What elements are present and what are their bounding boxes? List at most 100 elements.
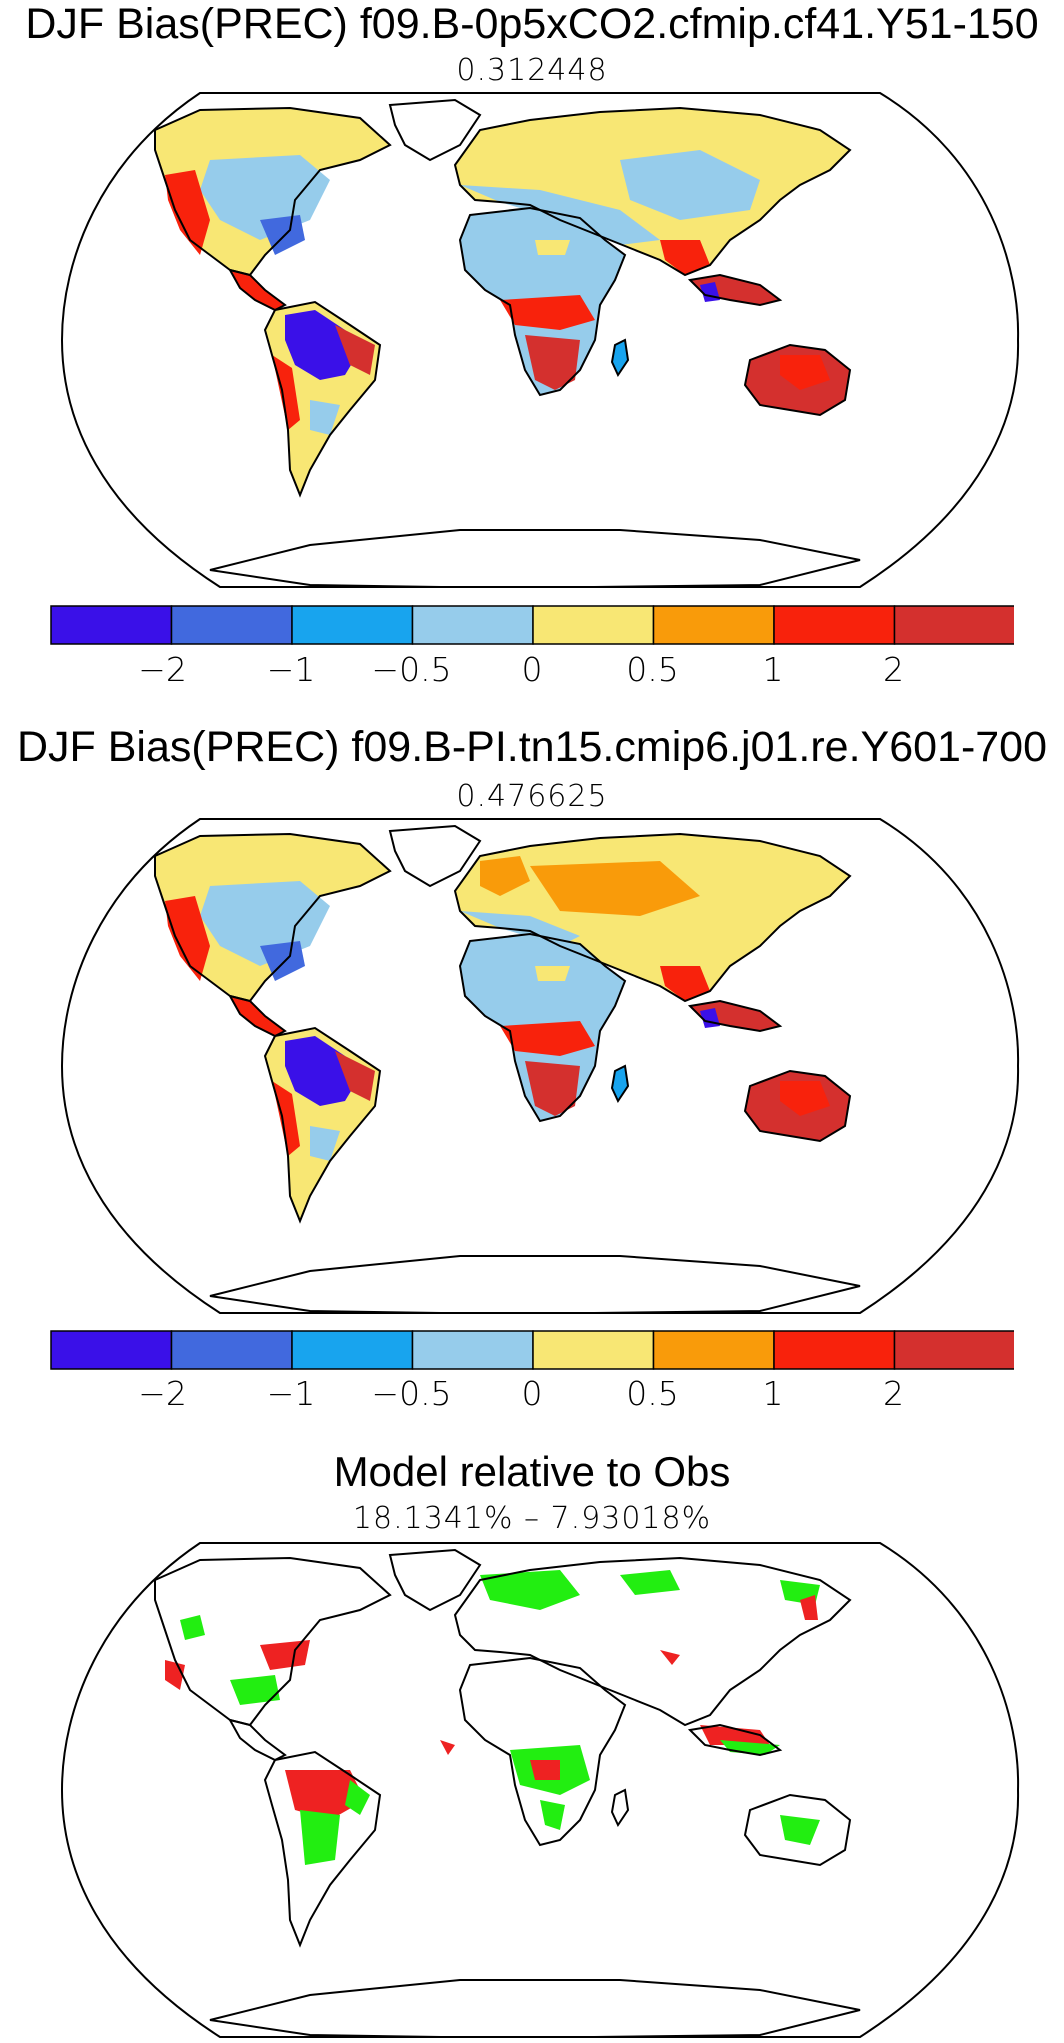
map-region	[260, 941, 305, 981]
map-region	[660, 966, 710, 1001]
coastlines	[154, 824, 861, 1313]
coastline-northAmerica	[154, 832, 392, 1003]
map-region	[535, 240, 570, 255]
colorbar-segment	[291, 605, 414, 645]
world-map	[60, 92, 1020, 588]
colorbar-tick-label: −1	[266, 650, 316, 689]
colorbar-segment	[50, 605, 173, 645]
coastline-seAsia	[687, 1723, 783, 1757]
coastline-southAmerica	[263, 300, 382, 498]
map-region	[612, 1066, 628, 1101]
colorbar-tick-label: 2	[883, 650, 904, 689]
map-region	[300, 1810, 340, 1865]
map-region	[525, 1061, 580, 1116]
map-region	[390, 100, 480, 160]
coastline-northAmerica	[154, 1556, 392, 1727]
colorbar-segment	[411, 605, 534, 645]
colorbar-tick-label: −2	[138, 1374, 187, 1413]
map-region	[345, 1780, 370, 1815]
map-region	[500, 1021, 595, 1056]
coastline-centralAmerica	[228, 1718, 287, 1762]
map-region	[530, 1760, 560, 1780]
map-region	[180, 1615, 205, 1640]
map-region	[272, 355, 300, 430]
map-region	[285, 310, 360, 380]
map-fill	[155, 826, 850, 1221]
panel-subtitle: 18.1341% – 7.93018%	[352, 1501, 712, 1536]
coastline-madagascar	[610, 1064, 630, 1104]
colorbar-segment	[170, 1330, 293, 1370]
coastline-africa	[458, 206, 627, 397]
map-region	[230, 1675, 280, 1705]
coastline-australia	[743, 1793, 852, 1867]
coastline-africa	[458, 1656, 627, 1847]
map-region	[780, 1081, 830, 1116]
coastline-europeAsia	[453, 106, 852, 277]
panel-title: DJF Bias(PREC) f09.B-PI.tn15.cmip6.j01.r…	[16, 723, 1048, 771]
coastline-antarctica	[209, 529, 861, 587]
globe-border	[60, 818, 1020, 1314]
coastline-madagascar	[610, 338, 630, 378]
map-region	[620, 1570, 680, 1595]
colorbar-segment	[773, 1330, 896, 1370]
coastline-centralAmerica	[228, 994, 287, 1038]
map-region	[540, 1800, 565, 1830]
colorbar-tick-labels: −2 −1 −0.5 0 0.5 1 2	[0, 1374, 1064, 1418]
map-region	[480, 1570, 580, 1610]
map-region	[700, 1725, 770, 1745]
coastline-greenland	[388, 824, 482, 888]
colorbar	[50, 605, 1014, 645]
coastline-seAsia	[687, 273, 783, 307]
map-region	[800, 1595, 818, 1620]
map-region	[285, 1770, 365, 1820]
coastline-centralAmerica	[228, 268, 287, 312]
map-region	[310, 400, 340, 435]
colorbar-segment	[652, 605, 775, 645]
colorbar-tick-label: −0.5	[371, 1374, 452, 1413]
colorbar-segment	[50, 1330, 173, 1370]
map-region	[335, 1051, 375, 1101]
colorbar-segment	[893, 1330, 1014, 1370]
coastline-africa	[458, 932, 627, 1123]
map-region	[530, 861, 700, 916]
colorbar-segment	[773, 605, 896, 645]
world-map	[60, 1542, 1020, 2038]
coastline-antarctica	[209, 1255, 861, 1313]
map-region	[500, 295, 595, 330]
map-region	[780, 1815, 820, 1845]
colorbar-segment	[170, 605, 293, 645]
coastline-seAsia	[687, 999, 783, 1033]
colorbar-tick-label: 1	[762, 1374, 784, 1413]
colorbar-tick-label: −0.5	[371, 650, 452, 689]
coastlines	[154, 98, 861, 587]
map-region	[165, 896, 210, 981]
colorbar-tick-label: −2	[138, 650, 187, 689]
coastline-australia	[743, 1069, 852, 1143]
colorbar-tick-label: 0.5	[626, 1374, 679, 1413]
panel-subtitle: 0.476625	[456, 779, 608, 814]
coastline-antarctica	[209, 1979, 861, 2037]
map-region	[285, 1036, 360, 1106]
coastline-northAmerica	[154, 106, 392, 277]
map-region	[620, 150, 760, 220]
map-region	[440, 1740, 455, 1755]
colorbar-segment	[411, 1330, 534, 1370]
map-region	[660, 240, 710, 275]
colorbar-tick-label: 2	[883, 1374, 904, 1413]
map-region	[480, 856, 530, 896]
coastline-southAmerica	[263, 1750, 382, 1948]
coastline-southAmerica	[263, 1026, 382, 1224]
globe-border	[60, 1542, 1020, 2038]
map-region	[310, 1126, 340, 1161]
map-region	[660, 1650, 680, 1665]
colorbar-segment	[532, 1330, 655, 1370]
coastline-australia	[743, 343, 852, 417]
colorbar-segment	[652, 1330, 775, 1370]
map-region	[165, 1660, 185, 1690]
coastline-europeAsia	[453, 832, 852, 1003]
colorbar-tick-label: 0	[521, 1374, 543, 1413]
map-region	[525, 335, 580, 390]
colorbar	[50, 1330, 1014, 1370]
panel-title: DJF Bias(PREC) f09.B-0p5xCO2.cfmip.cf41.…	[25, 0, 1039, 48]
colorbar-tick-label: 0	[521, 650, 543, 689]
